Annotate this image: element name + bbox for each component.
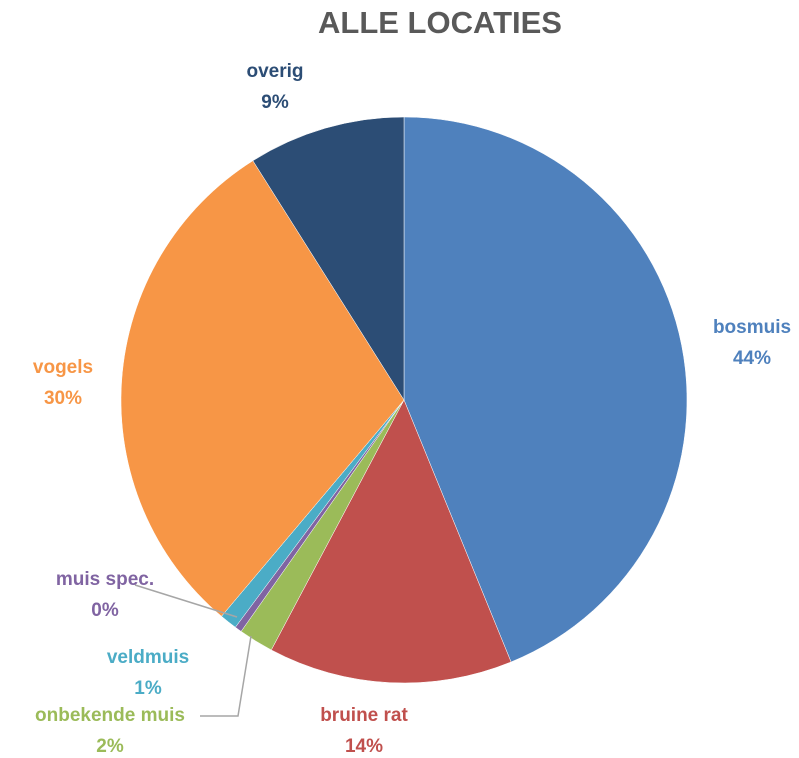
leader-line bbox=[134, 584, 238, 618]
slice-value-label: 9% bbox=[261, 92, 289, 113]
slice-value-label: 1% bbox=[134, 678, 162, 699]
slice-value-label: 30% bbox=[44, 388, 82, 409]
slice-value-label: 44% bbox=[733, 348, 771, 369]
slice-label: veldmuis bbox=[107, 647, 189, 668]
pie-slice bbox=[120, 160, 405, 617]
slice-label: onbekende muis bbox=[35, 705, 185, 726]
slice-value-label: 2% bbox=[96, 736, 124, 757]
slice-label: vogels bbox=[33, 357, 93, 378]
pie-slice bbox=[403, 116, 688, 663]
slice-value-label: 0% bbox=[91, 600, 119, 621]
slice-label: muis spec. bbox=[56, 569, 154, 590]
pie-slice bbox=[252, 116, 405, 401]
slice-label: bosmuis bbox=[713, 317, 791, 338]
chart-title: ALLE LOCATIES bbox=[318, 5, 562, 40]
leader-line bbox=[200, 635, 252, 717]
slice-label: overig bbox=[246, 61, 303, 82]
pie-slice bbox=[270, 399, 512, 684]
slice-label: bruine rat bbox=[320, 705, 408, 726]
slice-value-label: 14% bbox=[345, 736, 383, 757]
